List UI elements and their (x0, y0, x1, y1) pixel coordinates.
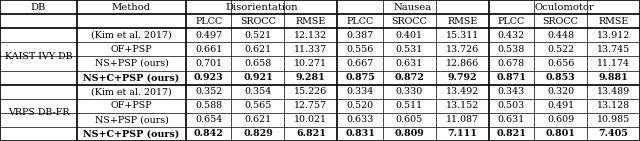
Text: 0.320: 0.320 (547, 87, 574, 96)
Text: RMSE: RMSE (296, 17, 326, 26)
Text: 0.631: 0.631 (396, 59, 423, 68)
Text: SROCC: SROCC (240, 17, 276, 26)
Text: 7.111: 7.111 (447, 129, 477, 138)
Text: RMSE: RMSE (447, 17, 477, 26)
Text: 15.311: 15.311 (445, 31, 479, 40)
Text: 0.556: 0.556 (346, 45, 374, 54)
Text: 0.701: 0.701 (195, 59, 222, 68)
Text: 0.631: 0.631 (498, 115, 525, 124)
Text: 0.667: 0.667 (346, 59, 374, 68)
Text: 0.511: 0.511 (396, 101, 423, 110)
Text: 0.432: 0.432 (498, 31, 525, 40)
Text: Oculomotor: Oculomotor (534, 3, 594, 12)
Text: 0.531: 0.531 (396, 45, 423, 54)
Text: 0.621: 0.621 (244, 45, 271, 54)
Text: 0.387: 0.387 (346, 31, 374, 40)
Text: 0.520: 0.520 (346, 101, 374, 110)
Text: 10.985: 10.985 (597, 115, 630, 124)
Text: RMSE: RMSE (598, 17, 628, 26)
Text: 10.271: 10.271 (294, 59, 327, 68)
Text: 6.821: 6.821 (296, 129, 326, 138)
Text: (Kim et al. 2017): (Kim et al. 2017) (91, 87, 172, 96)
Text: 0.334: 0.334 (346, 87, 374, 96)
Text: 0.871: 0.871 (497, 73, 526, 82)
Text: NS+C+PSP (ours): NS+C+PSP (ours) (83, 129, 180, 138)
Text: 0.522: 0.522 (547, 45, 574, 54)
Text: 0.605: 0.605 (396, 115, 423, 124)
Text: 0.829: 0.829 (243, 129, 273, 138)
Text: 13.912: 13.912 (597, 31, 630, 40)
Text: 0.809: 0.809 (394, 129, 424, 138)
Text: PLCC: PLCC (195, 17, 222, 26)
Text: OF+PSP: OF+PSP (111, 45, 152, 54)
Text: 0.448: 0.448 (547, 31, 574, 40)
Text: 13.128: 13.128 (597, 101, 630, 110)
Text: 0.330: 0.330 (396, 87, 423, 96)
Text: (Kim et al. 2017): (Kim et al. 2017) (91, 31, 172, 40)
Text: 0.497: 0.497 (195, 31, 222, 40)
Text: 0.352: 0.352 (195, 87, 222, 96)
Text: 13.489: 13.489 (597, 87, 630, 96)
Text: 10.021: 10.021 (294, 115, 327, 124)
Text: 0.609: 0.609 (547, 115, 574, 124)
Text: 0.821: 0.821 (497, 129, 526, 138)
Text: 0.842: 0.842 (194, 129, 223, 138)
Text: 11.174: 11.174 (597, 59, 630, 68)
Text: 0.491: 0.491 (547, 101, 574, 110)
Text: NS+PSP (ours): NS+PSP (ours) (95, 59, 168, 68)
Text: 0.801: 0.801 (546, 129, 575, 138)
Text: 0.343: 0.343 (498, 87, 525, 96)
Text: 0.588: 0.588 (195, 101, 222, 110)
Text: 13.492: 13.492 (445, 87, 479, 96)
Text: 11.087: 11.087 (445, 115, 479, 124)
Text: 12.757: 12.757 (294, 101, 328, 110)
Text: NS+PSP (ours): NS+PSP (ours) (95, 115, 168, 124)
Text: 9.281: 9.281 (296, 73, 326, 82)
Text: 13.745: 13.745 (597, 45, 630, 54)
Text: 13.726: 13.726 (445, 45, 479, 54)
Text: 9.881: 9.881 (598, 73, 628, 82)
Text: 0.503: 0.503 (498, 101, 525, 110)
Text: 13.152: 13.152 (445, 101, 479, 110)
Text: 0.621: 0.621 (244, 115, 271, 124)
Text: 15.226: 15.226 (294, 87, 328, 96)
Text: 0.565: 0.565 (244, 101, 271, 110)
Text: 0.661: 0.661 (195, 45, 222, 54)
Text: 0.654: 0.654 (195, 115, 222, 124)
Text: Method: Method (112, 3, 151, 12)
Text: SROCC: SROCC (543, 17, 579, 26)
Text: 0.538: 0.538 (498, 45, 525, 54)
Text: PLCC: PLCC (498, 17, 525, 26)
Text: 0.656: 0.656 (547, 59, 574, 68)
Text: 12.132: 12.132 (294, 31, 328, 40)
Text: OF+PSP: OF+PSP (111, 101, 152, 110)
Text: DB: DB (31, 3, 46, 12)
Text: 0.521: 0.521 (244, 31, 271, 40)
Text: SROCC: SROCC (391, 17, 428, 26)
Text: NS+C+PSP (ours): NS+C+PSP (ours) (83, 73, 180, 82)
Text: 0.872: 0.872 (394, 73, 424, 82)
Text: 0.875: 0.875 (345, 73, 375, 82)
Text: 7.405: 7.405 (598, 129, 628, 138)
Text: 0.923: 0.923 (194, 73, 223, 82)
Text: 0.831: 0.831 (345, 129, 375, 138)
Text: Disorientation: Disorientation (225, 3, 298, 12)
Text: 0.678: 0.678 (498, 59, 525, 68)
Text: 0.853: 0.853 (546, 73, 575, 82)
Text: 0.921: 0.921 (243, 73, 273, 82)
Text: VRPS DB-FR: VRPS DB-FR (8, 108, 69, 117)
Text: 11.337: 11.337 (294, 45, 328, 54)
Text: 12.866: 12.866 (445, 59, 479, 68)
Text: 0.354: 0.354 (244, 87, 271, 96)
Text: 0.633: 0.633 (346, 115, 374, 124)
Text: PLCC: PLCC (346, 17, 374, 26)
Text: 0.401: 0.401 (396, 31, 423, 40)
Text: KAIST IVY DB: KAIST IVY DB (4, 52, 72, 61)
Text: 0.658: 0.658 (244, 59, 271, 68)
Text: Nausea: Nausea (394, 3, 432, 12)
Text: 9.792: 9.792 (447, 73, 477, 82)
